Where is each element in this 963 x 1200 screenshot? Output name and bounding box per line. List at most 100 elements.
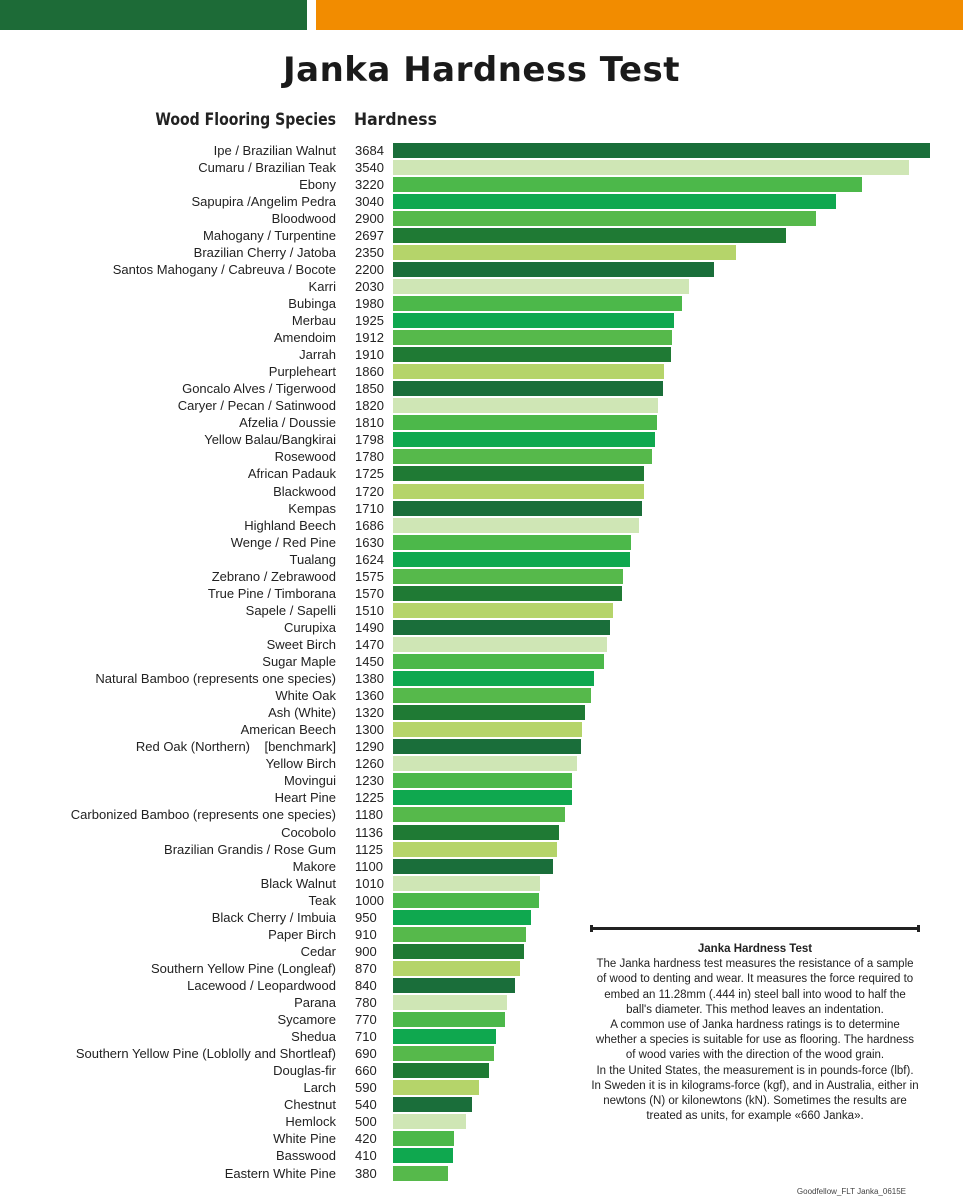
hardness-bar [393,551,630,567]
species-label: Red Oak (Northern) [benchmark] [135,739,336,755]
hardness-bar [393,1063,490,1079]
hardness-bar [393,1131,455,1147]
hardness-value: 1925 [355,313,384,328]
species-label: Merbau [291,313,336,328]
species-label: Ebony [299,176,336,192]
hardness-value: 1850 [355,381,384,397]
hardness-value: 3540 [355,159,384,175]
hardness-bar [393,654,605,669]
hardness-value: 410 [355,1148,377,1164]
hardness-bar [393,739,582,755]
top-accent-bar-green [0,0,307,30]
species-label: Kempas [288,500,336,516]
hardness-bar [393,1046,494,1062]
species-label: Caryer / Pecan / Satinwood [177,398,336,414]
hardness-bar [393,943,525,959]
hardness-bar [393,466,645,482]
species-label: White Oak [275,688,336,704]
hardness-bar [393,449,653,465]
hardness-bar [393,892,539,908]
hardness-bar [393,347,672,363]
species-label: Yellow Balau/Bangkirai [204,432,336,448]
hardness-value: 1010 [355,875,384,891]
hardness-value: 3040 [355,193,384,209]
hardness-bar [393,960,520,976]
species-label: Wenge / Red Pine [230,534,336,550]
hardness-value: 1686 [355,517,384,533]
hardness-value: 590 [355,1080,377,1096]
hardness-value: 1912 [355,330,384,346]
hardness-bar [393,977,516,993]
hardness-value: 870 [355,960,377,976]
hardness-value: 1820 [355,398,384,414]
hardness-value: 1725 [355,466,384,482]
species-label: Carbonized Bamboo (represents one specie… [70,807,336,823]
hardness-value: 910 [355,926,377,942]
hardness-value: 710 [355,1029,377,1045]
species-label: Larch [303,1080,336,1096]
hardness-value: 1910 [355,347,384,363]
species-label: Brazilian Cherry / Jatoba [193,244,336,260]
species-label: Afzelia / Doussie [239,415,336,431]
hardness-value: 1320 [355,705,384,721]
page-title: Janka Hardness Test [283,50,680,90]
hardness-value: 540 [355,1097,377,1113]
species-label: Yellow Birch [265,756,336,772]
hardness-value: 900 [355,943,377,959]
hardness-bar [393,773,573,789]
hardness-value: 2200 [355,261,384,277]
hardness-bar [393,858,554,874]
hardness-bar [393,619,611,635]
species-label: Movingui [283,773,336,789]
hardness-bar [393,398,659,414]
hardness-bar [393,1080,479,1096]
hardness-value: 1290 [355,739,384,755]
hardness-bar [393,295,682,311]
hardness-column-header: Hardness [354,110,437,130]
species-label: Southern Yellow Pine (Longleaf) [150,960,336,976]
hardness-bar [393,790,572,806]
hardness-value: 1300 [355,722,384,738]
hardness-bar [393,875,541,891]
species-label: Amendoim [273,330,336,346]
species-label: Highland Beech [244,517,336,533]
footer-code: Goodfellow_FLT Janka_0615E [796,1187,906,1196]
hardness-bar [393,568,623,584]
info-box: Janka Hardness Test The Janka hardness t… [585,925,925,1124]
hardness-bar [393,142,930,158]
hardness-value: 1510 [355,602,384,618]
info-paragraph: In the United States, the measurement is… [591,1064,919,1123]
info-box-rule [590,925,920,932]
top-accent-bar-orange [316,0,963,30]
hardness-bar [393,824,559,840]
hardness-bar [393,585,622,601]
hardness-bar [393,227,787,243]
hardness-bar [393,722,583,738]
hardness-value: 1470 [355,636,384,652]
info-box-heading: Janka Hardness Test [697,943,813,955]
hardness-bar [393,517,639,533]
hardness-value: 1630 [355,534,384,550]
hardness-bar [393,432,656,448]
species-label: Hemlock [285,1114,336,1130]
hardness-value: 500 [355,1114,377,1130]
hardness-value: 1810 [355,415,384,431]
species-label: Lacewood / Leopardwood [187,977,336,993]
species-label: Karri [308,278,336,294]
hardness-bar [393,210,816,226]
hardness-bar [393,688,592,704]
species-label: Blackwood [273,483,336,499]
species-label: Bloodwood [271,210,336,226]
hardness-bar [393,176,863,192]
species-label: Ipe / Brazilian Walnut [213,142,336,158]
species-label: Zebrano / Zebrawood [211,568,336,584]
hardness-value: 1000 [355,892,384,908]
hardness-bar [393,500,643,516]
species-label: Douglas-fir [273,1063,336,1079]
hardness-value: 1980 [355,295,384,311]
hardness-value: 1380 [355,671,384,687]
hardness-value: 1136 [355,824,383,840]
hardness-bar [393,1029,497,1045]
info-paragraph: The Janka hardness test measures the res… [596,958,914,1016]
